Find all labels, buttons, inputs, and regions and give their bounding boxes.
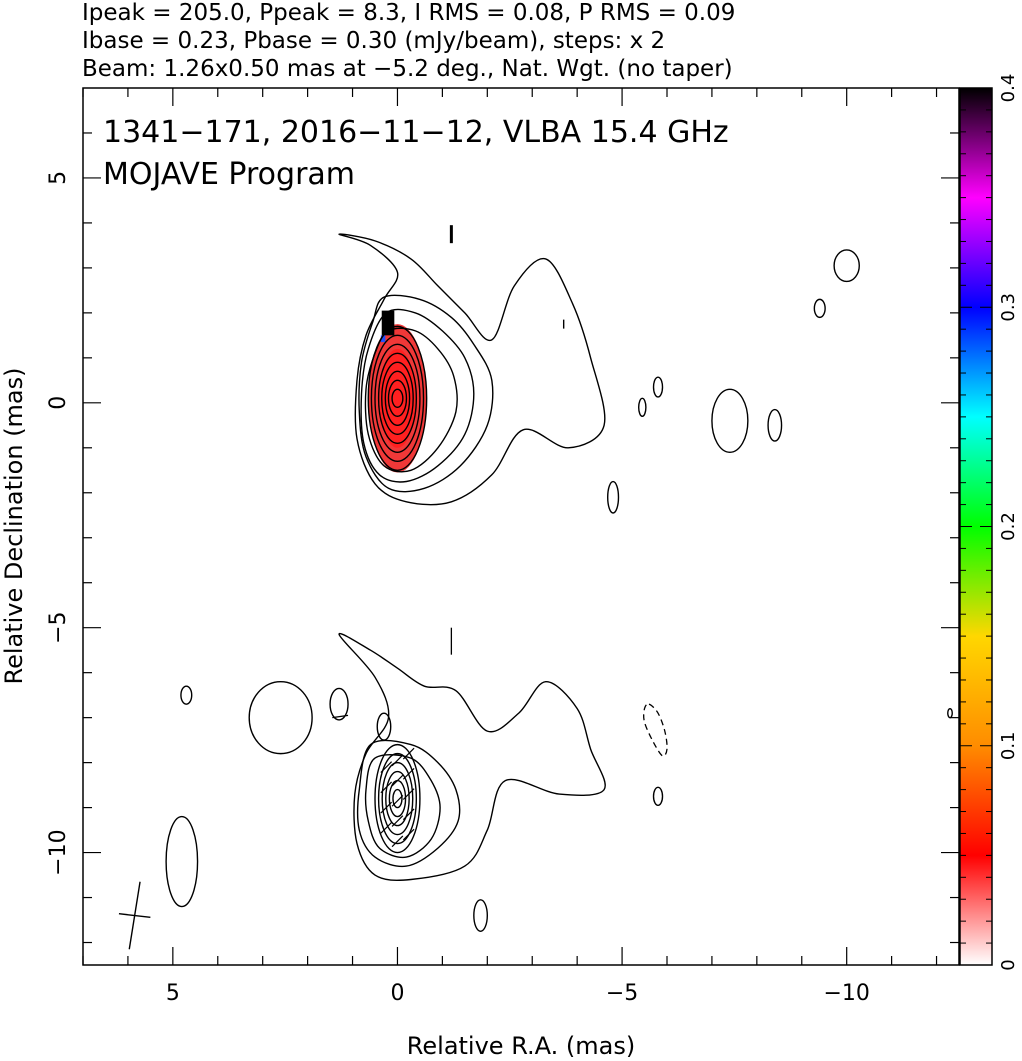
- colorbar: [959, 87, 993, 966]
- evpa-vector: [402, 768, 415, 780]
- lower-core-contour-ring: [381, 761, 414, 836]
- evpa-vector: [391, 774, 404, 787]
- evpa-vector: [391, 795, 404, 807]
- lower-core-contour-ring: [388, 779, 407, 818]
- evpa-vector: [391, 835, 404, 848]
- contour-island: [711, 388, 749, 453]
- core-contour-ring: [387, 379, 408, 418]
- contour-island: [833, 249, 860, 283]
- evpa-vector: [402, 808, 415, 821]
- evpa-vector: [402, 788, 415, 800]
- beam-marker-major: [128, 881, 141, 950]
- lower-contour-island: [473, 899, 489, 932]
- core-contour-ring: [384, 370, 411, 427]
- evpa-vector: [380, 781, 393, 794]
- core-contour-ring: [381, 361, 414, 436]
- evpa-vector: [380, 822, 393, 834]
- polarization-intensity-layer: [368, 310, 427, 473]
- lower-contour-island: [180, 685, 193, 705]
- core-contour-ring: [370, 334, 425, 462]
- evpa-vector: [380, 761, 393, 773]
- negative-contour: [643, 703, 668, 757]
- intensity-contour: [364, 327, 458, 473]
- axis-ticks: [82, 88, 959, 965]
- evpa-vector: [391, 815, 404, 827]
- colorbar-tick-label: 0.2: [998, 512, 1019, 541]
- x-axis-label: Relative R.A. (mas): [407, 1032, 635, 1060]
- intensity-contour: [358, 294, 494, 493]
- evpa-vector: [332, 714, 349, 719]
- evpa-vector: [402, 828, 415, 841]
- lower-contour-island: [947, 707, 953, 719]
- core-contour-ring: [377, 352, 418, 444]
- header-line-3: Beam: 1.26x0.50 mas at −5.2 deg., Nat. W…: [82, 56, 733, 82]
- lower-core-contour-ring: [385, 770, 410, 827]
- lower-contour-island: [165, 815, 199, 908]
- colorbar-tick-label: 0: [998, 959, 1019, 970]
- lower-core-contour-ring: [392, 788, 403, 809]
- plot-frame: [82, 87, 960, 966]
- y-tick-label: 5: [46, 171, 71, 185]
- map-title-annotation: 1341−171, 2016−11−12, VLBA 15.4 GHz: [103, 115, 729, 150]
- lower-contour-island: [652, 786, 664, 807]
- lower-core-contour-ring: [377, 752, 418, 845]
- contour-island: [637, 397, 647, 418]
- contour-island: [652, 376, 664, 398]
- header-line-2: Ibase = 0.23, Pbase = 0.30 (mJy/beam), s…: [82, 28, 665, 54]
- colorbar-ticks: [960, 87, 992, 966]
- contour-island: [767, 408, 783, 442]
- x-tick-label: −5: [606, 981, 638, 1006]
- contour-island: [607, 480, 620, 514]
- colorbar-tick-label: 0.1: [998, 731, 1019, 760]
- lower-contour-island: [329, 687, 349, 721]
- program-annotation: MOJAVE Program: [103, 157, 355, 192]
- y-tick-label: −5: [46, 611, 71, 643]
- x-tick-label: −10: [823, 981, 869, 1006]
- intensity-contour: [360, 308, 475, 483]
- lower-contour-island: [248, 680, 313, 755]
- lower-contour-island: [376, 712, 392, 741]
- core-contour-ring: [367, 325, 428, 471]
- lower-core-contour-ring: [374, 743, 421, 854]
- polarization-blue-spot: [380, 335, 386, 343]
- evpa-vector: [380, 801, 393, 814]
- evpa-vector: [402, 747, 415, 760]
- total-intensity-contours: [118, 225, 953, 950]
- x-tick-label: 5: [166, 981, 180, 1006]
- header-line-1: Ipeak = 205.0, Ppeak = 8.3, I RMS = 0.08…: [82, 0, 735, 26]
- evpa-vector: [391, 754, 404, 767]
- core-contour-ring: [391, 388, 404, 409]
- polarized-emission-peak: [379, 348, 416, 448]
- y-axis-label: Relative Declination (mas): [0, 367, 28, 684]
- map-plot-area: 1341−171, 2016−11−12, VLBA 15.4 GHz MOJA…: [82, 87, 960, 966]
- x-tick-label: 0: [390, 981, 404, 1006]
- core-contour-ring: [374, 343, 421, 453]
- lower-intensity-contour: [356, 739, 461, 868]
- intensity-contour: [338, 233, 606, 506]
- y-tick-label: 0: [46, 396, 71, 410]
- contour-island: [813, 298, 826, 319]
- colorbar-tick-label: 0.4: [998, 74, 1019, 103]
- colorbar-tick-label: 0.3: [998, 293, 1019, 322]
- lower-intensity-contour: [364, 754, 441, 859]
- y-tick-label: −10: [46, 829, 71, 875]
- lower-intensity-contour: [338, 632, 606, 882]
